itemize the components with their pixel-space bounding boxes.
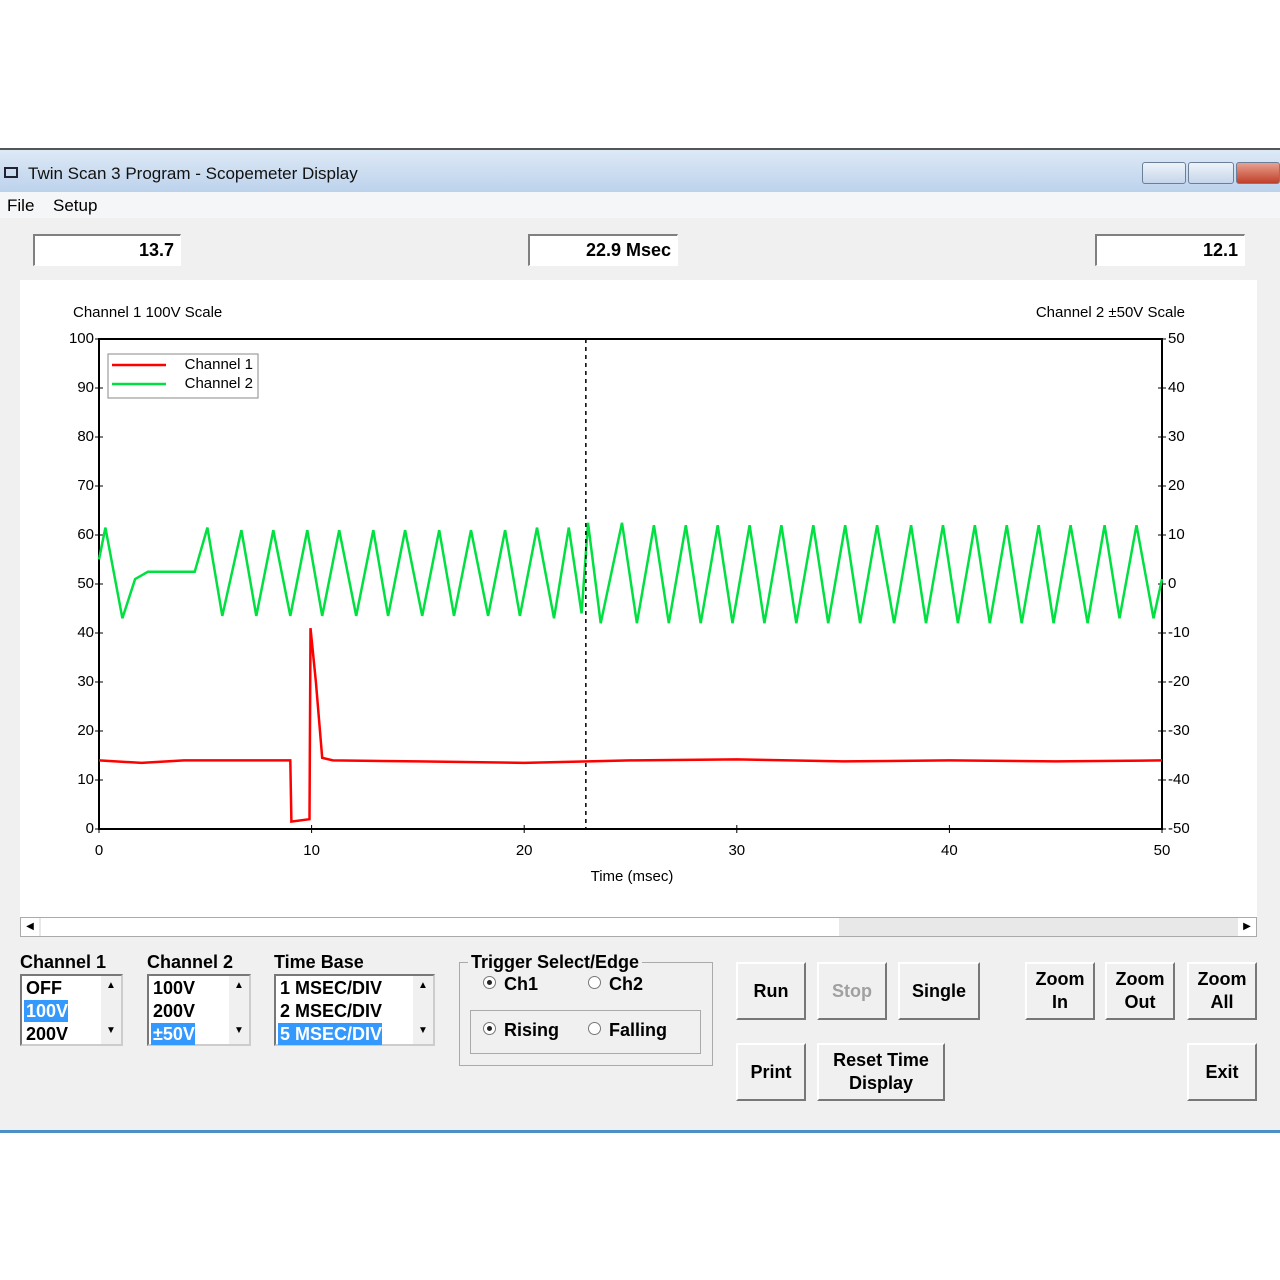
scroll-right[interactable]: ▶ [1238,918,1256,936]
readout: 13.7 [33,234,181,266]
listbox[interactable]: OFF 100V 200V ▲ ▼ [20,974,123,1046]
list-item[interactable]: 100V [24,1000,69,1022]
y2-tick-label: 30 [1168,428,1185,445]
app-icon [4,167,18,178]
y-tick-label: 50 [77,575,94,592]
legend-box [107,353,259,399]
button[interactable]: Zoom Out [1105,962,1175,1020]
x-tick-label: 30 [728,842,745,859]
radio-option[interactable]: Ch1 [483,974,538,995]
radio-option[interactable]: Rising [483,1020,559,1041]
menu-item[interactable]: Setup [53,196,98,215]
list-item[interactable]: 200V [153,1001,196,1021]
radio-dot [588,1022,601,1035]
y2-tick-label: 0 [1168,575,1176,592]
y-tick-label: 10 [77,771,94,788]
y2-tick-label: 50 [1168,330,1185,347]
y-axis-label: Channel 1 100V Scale [73,304,222,321]
list-item[interactable]: 5 MSEC/DIV [278,1023,383,1045]
app-window: Twin Scan 3 Program - Scopemeter Display… [0,148,1280,1133]
listbox[interactable]: 1 MSEC/DIV 2 MSEC/DIV 5 MSEC/DIV ▲ ▼ [274,974,435,1046]
minimize-button[interactable] [1142,162,1186,184]
radio-dot [483,1022,496,1035]
y2-tick-label: 40 [1168,379,1185,396]
radio-label: Falling [609,1020,667,1040]
legend-label: Channel 2 [185,375,253,392]
y-tick-label: 90 [77,379,94,396]
list-scrollbar[interactable]: ▲ ▼ [229,976,249,1044]
button[interactable]: Zoom All [1187,962,1257,1020]
radio-dot [483,976,496,989]
series-line [98,627,1163,824]
x-tick-label: 10 [303,842,320,859]
x-tick-label: 0 [95,842,103,859]
y2-tick-label: -40 [1168,771,1190,788]
y2-tick-label: -10 [1168,624,1190,641]
edge-group [470,1010,701,1054]
y-tick-label: 60 [77,526,94,543]
radio-label: Ch1 [504,974,539,994]
y2-tick-label: -20 [1168,673,1190,690]
control-label: Channel 2 [147,952,234,972]
x-tick-label: 20 [516,842,533,859]
menu-bar: File Setup [0,192,1280,218]
legend-label: Channel 1 [185,356,253,373]
button: Stop [817,962,887,1020]
button[interactable]: Reset Time Display [817,1043,945,1101]
list-item[interactable]: ±50V [151,1023,195,1045]
list-item[interactable]: OFF [26,978,62,998]
y2-tick-label: -30 [1168,722,1190,739]
list-item[interactable]: 1 MSEC/DIV [280,978,383,998]
button[interactable]: Zoom In [1025,962,1095,1020]
series-line [97,522,1164,624]
scroll-left[interactable]: ◀ [21,918,39,936]
button[interactable]: Single [898,962,980,1020]
x-tick-label: 50 [1154,842,1171,859]
y2-tick-label: 10 [1168,526,1185,543]
y-tick-label: 100 [69,330,94,347]
menu-item[interactable]: File [7,196,35,215]
radio-dot [588,976,601,989]
y-tick-label: 80 [77,428,94,445]
scroll-thumb[interactable] [41,918,839,936]
y-tick-label: 30 [77,673,94,690]
y2-axis-label: Channel 2 ±50V Scale [1036,304,1185,321]
group-label: Trigger Select/Edge [468,952,643,973]
control-label: Channel 1 [20,952,107,972]
chart: Channel 1 100V Scale Channel 2 ±50V Scal… [20,280,1257,917]
button[interactable]: Print [736,1043,806,1101]
button[interactable]: Exit [1187,1043,1257,1101]
y-tick-label: 40 [77,624,94,641]
listbox[interactable]: 100V 200V ±50V ▲ ▼ [147,974,251,1046]
readout: 12.1 [1095,234,1245,266]
radio-label: Ch2 [609,974,644,994]
readout: 22.9 Msec [528,234,678,266]
button[interactable]: Run [736,962,806,1020]
horizontal-scrollbar[interactable]: ◀ ▶ [20,917,1257,937]
radio-option[interactable]: Falling [588,1020,667,1041]
x-tick-label: 40 [941,842,958,859]
radio-label: Rising [504,1020,560,1040]
close-button[interactable] [1236,162,1280,184]
list-item[interactable]: 200V [26,1024,69,1044]
y-tick-label: 70 [77,477,94,494]
control-label: Time Base [274,952,364,972]
list-item[interactable]: 2 MSEC/DIV [280,1001,383,1021]
y-tick-label: 0 [86,820,94,837]
list-scrollbar[interactable]: ▲ ▼ [413,976,433,1044]
radio-option[interactable]: Ch2 [588,974,643,995]
x-axis-label: Time (msec) [591,868,674,885]
y2-tick-label: -50 [1168,820,1190,837]
title-bar: Twin Scan 3 Program - Scopemeter Display [0,150,1280,192]
list-scrollbar[interactable]: ▲ ▼ [101,976,121,1044]
y-tick-label: 20 [77,722,94,739]
list-item[interactable]: 100V [153,978,196,998]
y2-tick-label: 20 [1168,477,1185,494]
maximize-button[interactable] [1188,162,1234,184]
window-title: Twin Scan 3 Program - Scopemeter Display [28,164,358,183]
